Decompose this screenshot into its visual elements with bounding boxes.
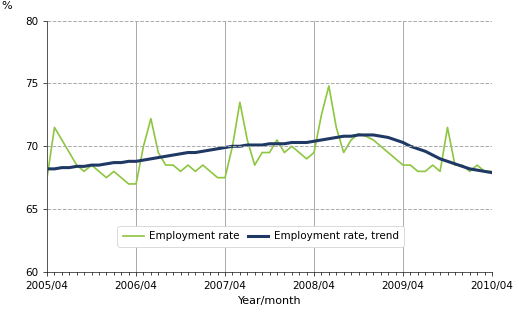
Employment rate: [326, 84, 332, 88]
Employment rate: [44, 176, 50, 179]
Employment rate: [496, 176, 502, 179]
Line: Employment rate: Employment rate: [47, 86, 519, 203]
Legend: Employment rate, Employment rate, trend: Employment rate, Employment rate, trend: [117, 226, 404, 246]
Employment rate, trend: [162, 154, 169, 158]
X-axis label: Year/month: Year/month: [238, 296, 302, 306]
Employment rate: [311, 151, 317, 154]
Employment rate, trend: [222, 146, 228, 149]
Employment rate: [511, 188, 517, 192]
Employment rate: [162, 163, 169, 167]
Employment rate, trend: [356, 133, 362, 137]
Employment rate: [222, 176, 228, 179]
Employment rate, trend: [44, 167, 50, 171]
Employment rate, trend: [311, 139, 317, 143]
Employment rate, trend: [511, 173, 517, 177]
Employment rate, trend: [496, 172, 502, 176]
Y-axis label: %: %: [2, 1, 12, 11]
Line: Employment rate, trend: Employment rate, trend: [47, 135, 519, 176]
